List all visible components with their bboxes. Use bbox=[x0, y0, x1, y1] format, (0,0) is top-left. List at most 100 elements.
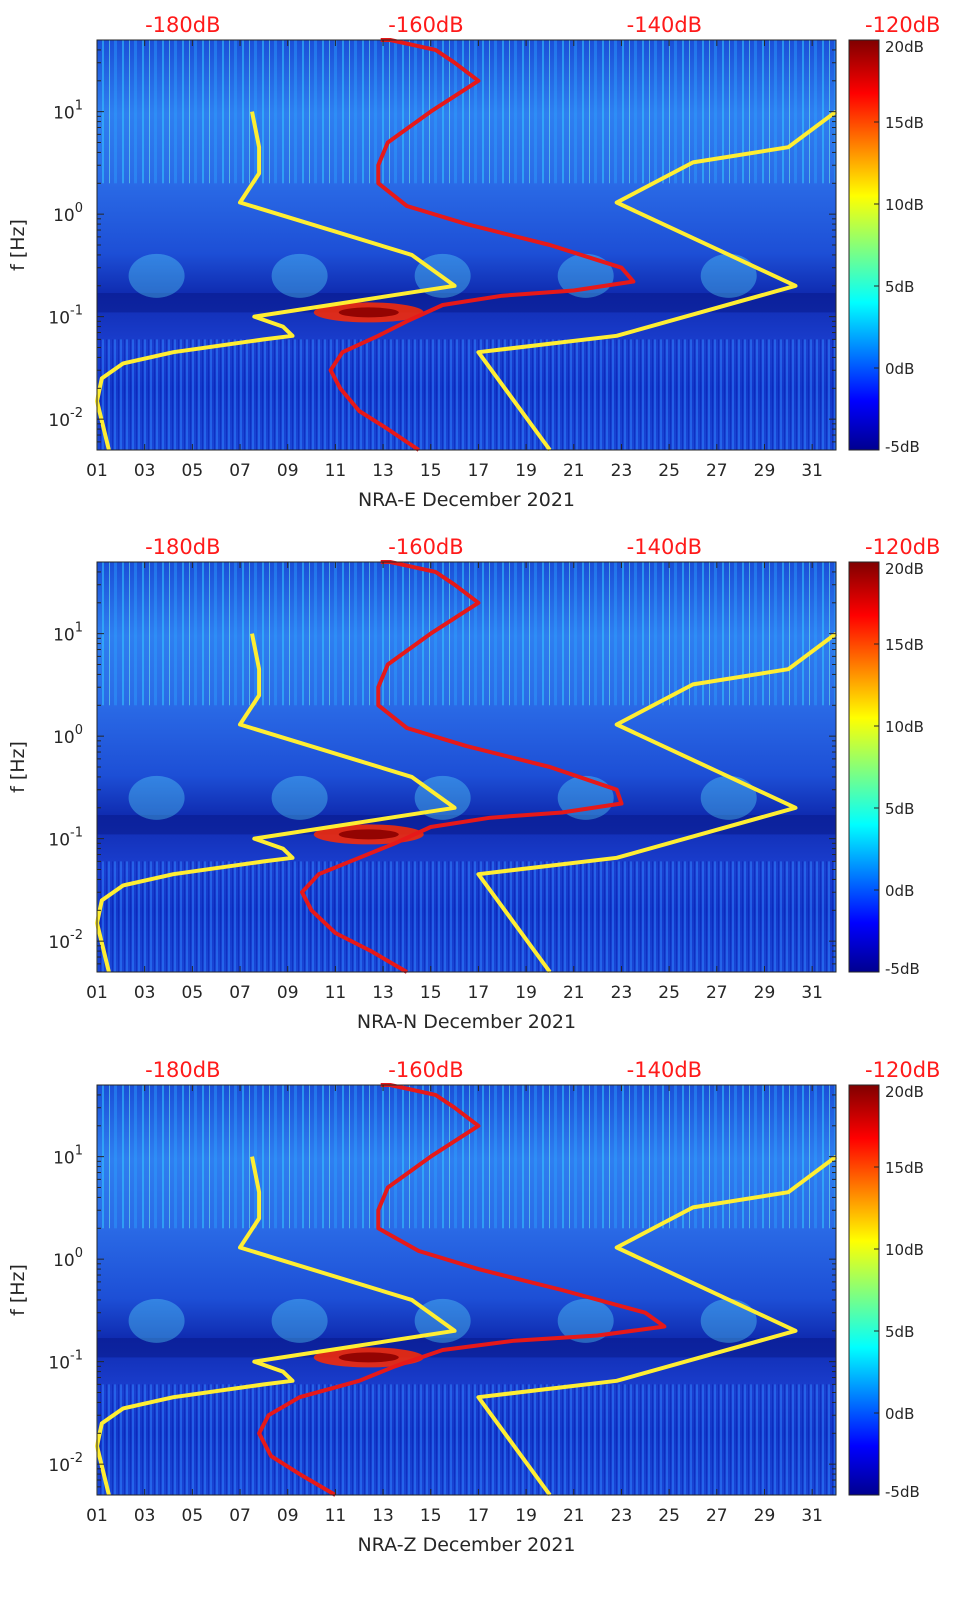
x-tick-label: 21 bbox=[563, 461, 585, 481]
y-tick-label: 100 bbox=[53, 201, 83, 226]
y-tick-label: 10-1 bbox=[48, 304, 83, 329]
x-tick-label: 27 bbox=[706, 983, 728, 1003]
top-axis-db-label: -140dB bbox=[627, 1058, 702, 1082]
colorbar bbox=[848, 1084, 880, 1496]
colorbar-label: 10dB bbox=[885, 718, 924, 736]
spectrogram-low-frequency-texture bbox=[97, 1384, 836, 1495]
spectrogram-microseism-blob bbox=[557, 775, 614, 820]
y-tick-base: 10 bbox=[48, 1354, 70, 1374]
colorbar-label: -5dB bbox=[885, 438, 920, 456]
spectrogram-microseism-blob bbox=[128, 1298, 185, 1343]
noise-model-line-lower bbox=[95, 111, 457, 451]
spectrogram-low-frequency-texture bbox=[97, 861, 836, 972]
x-tick-label: 01 bbox=[86, 1506, 108, 1526]
y-tick-exponent: 1 bbox=[75, 621, 83, 636]
colorbar-label: 15dB bbox=[885, 636, 924, 654]
spectrogram-dark-band bbox=[97, 815, 836, 835]
x-tick-label: 29 bbox=[754, 461, 776, 481]
colorbar-label: 15dB bbox=[885, 1159, 924, 1177]
spectrogram-hotspot-core bbox=[338, 307, 399, 318]
y-tick-base: 10 bbox=[53, 104, 75, 124]
y-tick-exponent: -2 bbox=[70, 928, 83, 943]
x-tick-label: 03 bbox=[134, 1506, 156, 1526]
x-tick-label: 07 bbox=[229, 461, 251, 481]
spectrogram-microseism-blob bbox=[128, 775, 185, 820]
x-tick-label: 23 bbox=[611, 983, 633, 1003]
y-tick-exponent: 1 bbox=[75, 99, 83, 114]
spectrogram-microseism-blob bbox=[271, 775, 328, 820]
spectrogram-microseism-blob bbox=[700, 1298, 757, 1343]
noise-model-line-upper bbox=[476, 1154, 838, 1497]
top-axis-db-label: -160dB bbox=[388, 13, 463, 37]
y-tick-label: 10-2 bbox=[48, 406, 83, 431]
colorbar-label: 10dB bbox=[885, 1241, 924, 1259]
x-tick-label: 27 bbox=[706, 461, 728, 481]
spectrogram-microseism-blob bbox=[557, 1298, 614, 1343]
x-tick-label: 31 bbox=[801, 1506, 823, 1526]
y-tick-base: 10 bbox=[48, 411, 70, 431]
colorbar-label: 20dB bbox=[885, 1083, 924, 1101]
y-tick-label: 100 bbox=[53, 1246, 83, 1271]
x-tick-label: 05 bbox=[182, 461, 204, 481]
y-tick-label: 10-1 bbox=[48, 1349, 83, 1374]
median-psd-line bbox=[257, 1083, 667, 1497]
x-axis-label: NRA-E December 2021 bbox=[358, 489, 575, 511]
colorbar-label: 15dB bbox=[885, 114, 924, 132]
spectrogram-microseism-blob bbox=[700, 775, 757, 820]
y-tick-exponent: -2 bbox=[70, 406, 83, 421]
noise-model-line-lower bbox=[95, 633, 457, 973]
y-tick-exponent: -2 bbox=[70, 1451, 83, 1466]
colorbar-label: 0dB bbox=[885, 1405, 914, 1423]
x-tick-label: 01 bbox=[86, 983, 108, 1003]
x-tick-label: 23 bbox=[611, 461, 633, 481]
x-tick-label: 25 bbox=[658, 983, 680, 1003]
y-tick-base: 10 bbox=[53, 728, 75, 748]
x-tick-label: 29 bbox=[754, 983, 776, 1003]
top-axis-db-label: -140dB bbox=[627, 535, 702, 559]
y-axis-label: f [Hz] bbox=[7, 1264, 29, 1316]
x-tick-label: 03 bbox=[134, 983, 156, 1003]
y-tick-label: 10-1 bbox=[48, 826, 83, 851]
top-axis-db-label: -120dB bbox=[865, 535, 940, 559]
x-tick-label: 19 bbox=[515, 1506, 537, 1526]
spectrogram-microseism-blob bbox=[271, 1298, 328, 1343]
panel-3: 01 03 05 07 09 11 13 15 17 19 21 23 25 27 29 3110110010… bbox=[7, 1058, 940, 1556]
spectrogram-low-frequency-texture bbox=[97, 339, 836, 450]
x-tick-label: 13 bbox=[372, 983, 394, 1003]
y-tick-exponent: 0 bbox=[75, 1246, 83, 1261]
y-axis-label: f [Hz] bbox=[7, 219, 29, 271]
x-tick-label: 17 bbox=[468, 1506, 490, 1526]
y-tick-label: 101 bbox=[53, 621, 83, 646]
x-tick-label: 19 bbox=[515, 983, 537, 1003]
x-tick-label: 09 bbox=[277, 983, 299, 1003]
x-tick-label: 27 bbox=[706, 1506, 728, 1526]
top-axis-db-label: -180dB bbox=[145, 535, 220, 559]
x-tick-label: 01 bbox=[86, 461, 108, 481]
top-axis-db-label: -160dB bbox=[388, 1058, 463, 1082]
top-axis-db-label: -180dB bbox=[145, 13, 220, 37]
top-axis-db-label: -120dB bbox=[865, 13, 940, 37]
x-tick-label: 15 bbox=[420, 983, 442, 1003]
noise-model-line-upper bbox=[476, 631, 838, 974]
noise-model-line-lower bbox=[95, 1156, 457, 1496]
colorbar-label: -5dB bbox=[885, 1483, 920, 1501]
colorbar-label: 20dB bbox=[885, 560, 924, 578]
x-tick-label: 21 bbox=[563, 1506, 585, 1526]
x-tick-label: 13 bbox=[372, 1506, 394, 1526]
x-tick-label: 07 bbox=[229, 1506, 251, 1526]
x-tick-label: 31 bbox=[801, 461, 823, 481]
x-axis-label: NRA-N December 2021 bbox=[357, 1011, 576, 1033]
colorbar-label: 0dB bbox=[885, 882, 914, 900]
x-tick-label: 31 bbox=[801, 983, 823, 1003]
y-tick-base: 10 bbox=[48, 933, 70, 953]
x-tick-label: 23 bbox=[611, 1506, 633, 1526]
top-axis-db-label: -160dB bbox=[388, 535, 463, 559]
x-tick-label: 19 bbox=[515, 461, 537, 481]
x-tick-label: 11 bbox=[325, 461, 347, 481]
colorbar-label: 5dB bbox=[885, 1323, 914, 1341]
x-tick-label: 17 bbox=[468, 983, 490, 1003]
spectrogram-hotspot-core bbox=[338, 1352, 399, 1363]
spectrogram-hotspot-core bbox=[338, 829, 399, 840]
